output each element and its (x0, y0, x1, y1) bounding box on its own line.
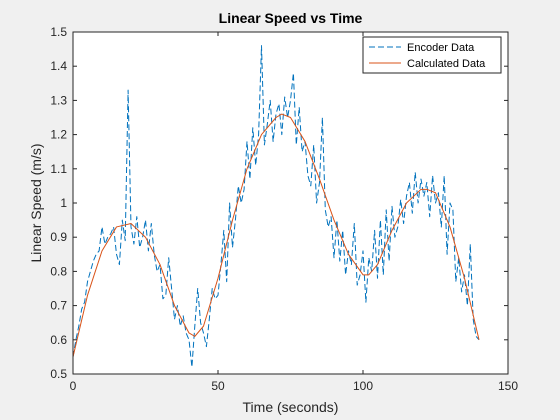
legend-label-encoder: Encoder Data (407, 42, 475, 54)
x-tick-label: 0 (70, 379, 77, 393)
x-tick-label: 50 (211, 379, 225, 393)
x-axis: 0 50 100 150 (70, 32, 518, 393)
legend: Encoder Data Calculated Data (362, 36, 502, 74)
y-tick-label: 1.5 (50, 25, 67, 39)
y-tick-label: 0.5 (50, 367, 67, 381)
x-tick-label: 100 (353, 379, 373, 393)
series-line-encoder (72, 45, 480, 368)
y-tick-label: 0.6 (50, 333, 67, 347)
x-axis-label: Time (seconds) (243, 399, 339, 415)
y-tick-label: 0.9 (50, 230, 67, 244)
y-tick-label: 0.8 (50, 264, 67, 278)
y-tick-label: 1.1 (50, 162, 67, 176)
chart-title: Linear Speed vs Time (219, 10, 363, 26)
x-tick-label: 150 (498, 379, 518, 393)
legend-label-calculated: Calculated Data (407, 58, 486, 70)
y-tick-label: 0.7 (50, 299, 67, 313)
series-layer (72, 45, 480, 368)
legend-box (362, 36, 502, 74)
y-tick-label: 1.3 (50, 93, 67, 107)
y-tick-label: 1.4 (50, 59, 67, 73)
y-axis: 0.5 0.6 0.7 0.8 0.9 1 1.1 1.2 1.3 1.4 1.5 (50, 25, 508, 381)
y-axis-label: Linear Speed (m/s) (28, 143, 44, 262)
y-tick-label: 1 (60, 196, 67, 210)
plot-area (73, 32, 508, 374)
series-line-calculated (72, 113, 480, 358)
y-tick-label: 1.2 (50, 128, 67, 142)
